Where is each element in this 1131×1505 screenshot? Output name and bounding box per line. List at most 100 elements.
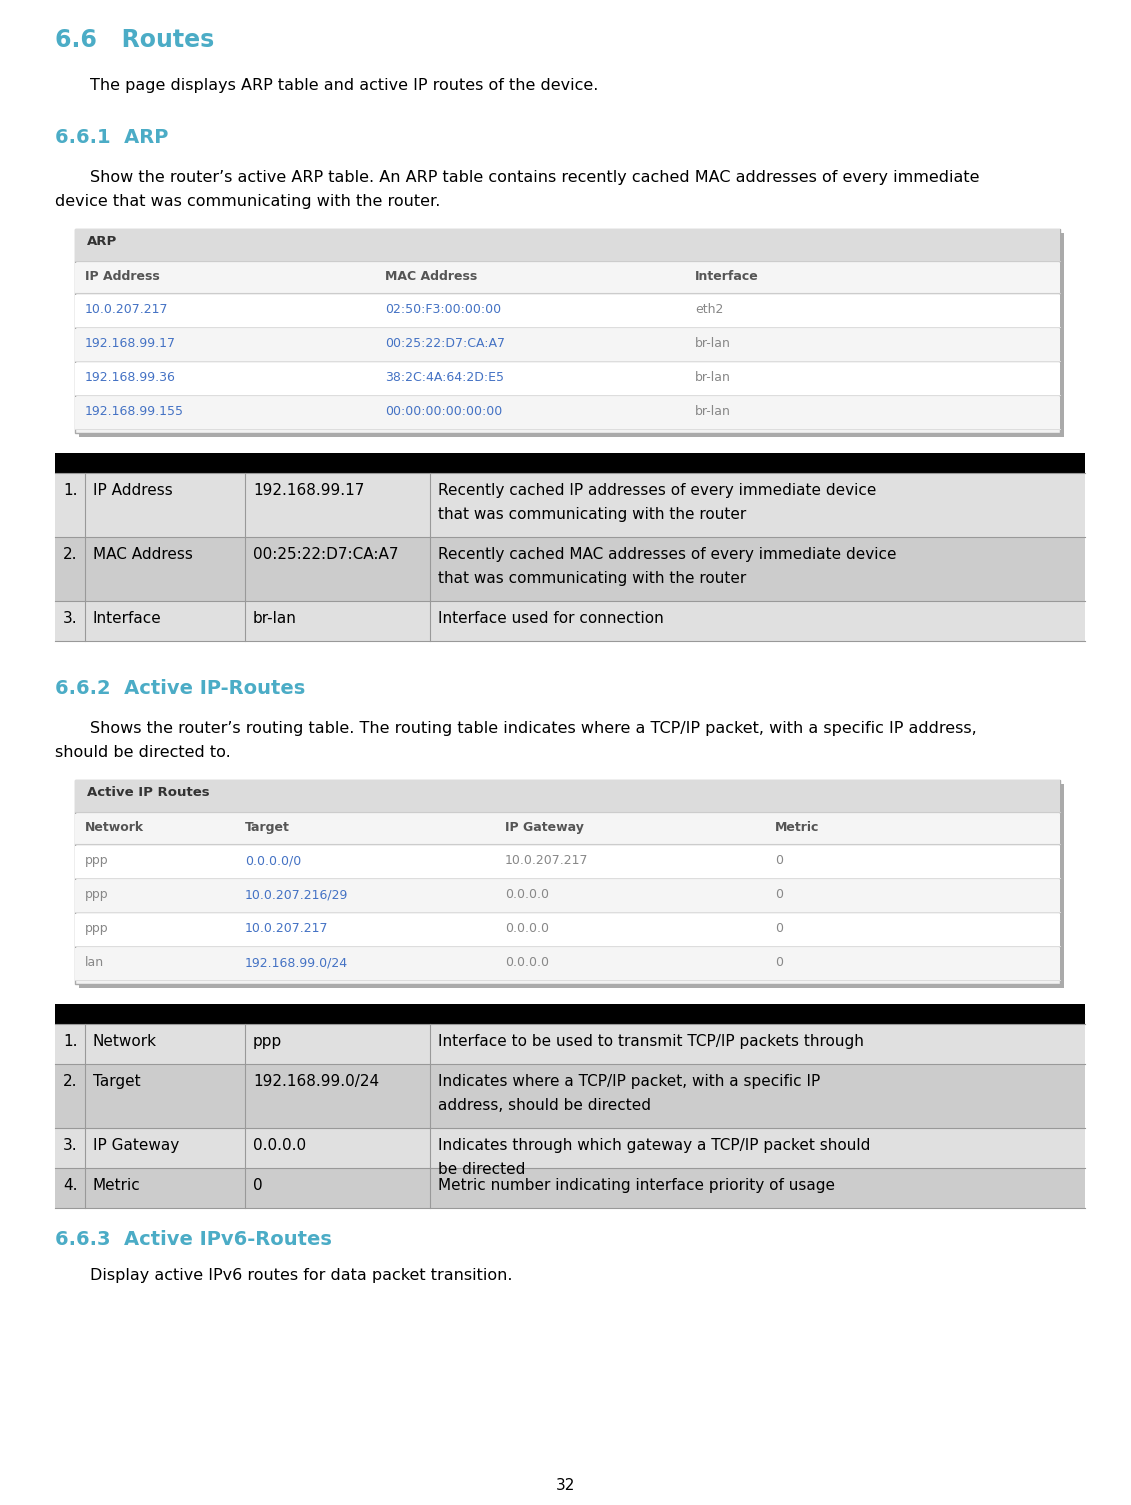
Text: 192.168.99.155: 192.168.99.155	[85, 405, 184, 418]
Text: Interface to be used to transmit TCP/IP packets through: Interface to be used to transmit TCP/IP …	[438, 1034, 864, 1049]
Text: that was communicating with the router: that was communicating with the router	[438, 507, 746, 522]
Text: Active IP Routes: Active IP Routes	[87, 786, 209, 799]
Bar	[55, 600, 1085, 641]
Text: Target: Target	[245, 822, 290, 834]
Text: Metric number indicating interface priority of usage: Metric number indicating interface prior…	[438, 1178, 835, 1193]
Text: MAC Address: MAC Address	[385, 269, 477, 283]
Bar	[55, 1064, 1085, 1129]
Text: 00:25:22:D7:CA:A7: 00:25:22:D7:CA:A7	[253, 546, 398, 561]
Bar	[75, 363, 1060, 394]
Text: device that was communicating with the router.: device that was communicating with the r…	[55, 194, 440, 209]
Text: Interface used for connection: Interface used for connection	[438, 611, 664, 626]
Text: 3.: 3.	[63, 1138, 78, 1153]
Text: that was communicating with the router: that was communicating with the router	[438, 570, 746, 585]
Bar	[55, 453, 1085, 473]
Text: 192.168.99.0/24: 192.168.99.0/24	[253, 1075, 379, 1090]
Text: br-lan: br-lan	[696, 372, 731, 384]
Text: 1.: 1.	[63, 483, 78, 498]
Text: 6.6.2  Active IP-Routes: 6.6.2 Active IP-Routes	[55, 679, 305, 698]
Bar	[75, 780, 1060, 984]
Text: 192.168.99.17: 192.168.99.17	[85, 337, 176, 351]
Text: lan: lan	[85, 956, 104, 969]
Text: 32: 32	[555, 1478, 576, 1493]
Bar	[55, 1023, 1085, 1064]
Text: br-lan: br-lan	[696, 337, 731, 351]
Text: ppp: ppp	[85, 923, 109, 935]
Text: 192.168.99.17: 192.168.99.17	[253, 483, 364, 498]
Text: 2.: 2.	[63, 546, 78, 561]
Text: ppp: ppp	[85, 888, 109, 901]
Text: Display active IPv6 routes for data packet transition.: Display active IPv6 routes for data pack…	[90, 1269, 512, 1282]
Text: 0: 0	[775, 956, 783, 969]
Text: address, should be directed: address, should be directed	[438, 1099, 651, 1114]
Bar	[75, 880, 1060, 912]
Text: 00:00:00:00:00:00: 00:00:00:00:00:00	[385, 405, 502, 418]
Text: 2.: 2.	[63, 1075, 78, 1090]
Text: Show the router’s active ARP table. An ARP table contains recently cached MAC ad: Show the router’s active ARP table. An A…	[90, 170, 979, 185]
Text: IP Address: IP Address	[93, 483, 173, 498]
Text: Metric: Metric	[93, 1178, 140, 1193]
Text: 10.0.207.216/29: 10.0.207.216/29	[245, 888, 348, 901]
Text: Network: Network	[85, 822, 144, 834]
Text: 6.6.3  Active IPv6-Routes: 6.6.3 Active IPv6-Routes	[55, 1230, 331, 1249]
Text: Recently cached MAC addresses of every immediate device: Recently cached MAC addresses of every i…	[438, 546, 897, 561]
Text: Metric: Metric	[775, 822, 819, 834]
Bar	[75, 780, 1060, 813]
Text: 0: 0	[775, 888, 783, 901]
Text: 1.: 1.	[63, 1034, 78, 1049]
Text: 4.: 4.	[63, 1178, 78, 1193]
Bar	[75, 263, 1060, 293]
Bar	[79, 784, 1064, 987]
Text: 10.0.207.217: 10.0.207.217	[85, 303, 169, 316]
Text: IP Address: IP Address	[85, 269, 159, 283]
Bar	[75, 914, 1060, 947]
Bar	[79, 233, 1064, 436]
Text: 0.0.0.0/0: 0.0.0.0/0	[245, 853, 301, 867]
Bar	[75, 330, 1060, 361]
Text: eth2: eth2	[696, 303, 724, 316]
Text: Target: Target	[93, 1075, 140, 1090]
Text: Interface: Interface	[696, 269, 759, 283]
Bar	[75, 846, 1060, 877]
Text: should be directed to.: should be directed to.	[55, 745, 231, 760]
Text: ARP: ARP	[87, 235, 118, 248]
Bar	[55, 537, 1085, 600]
Text: 192.168.99.36: 192.168.99.36	[85, 372, 176, 384]
Bar	[55, 1129, 1085, 1168]
Text: ppp: ppp	[85, 853, 109, 867]
Text: The page displays ARP table and active IP routes of the device.: The page displays ARP table and active I…	[90, 78, 598, 93]
Bar	[55, 1004, 1085, 1023]
Text: Indicates where a TCP/IP packet, with a specific IP: Indicates where a TCP/IP packet, with a …	[438, 1075, 820, 1090]
Text: 0.0.0.0: 0.0.0.0	[506, 956, 549, 969]
Text: 192.168.99.0/24: 192.168.99.0/24	[245, 956, 348, 969]
Text: Network: Network	[93, 1034, 157, 1049]
Bar	[75, 397, 1060, 429]
Text: 10.0.207.217: 10.0.207.217	[506, 853, 588, 867]
Text: 38:2C:4A:64:2D:E5: 38:2C:4A:64:2D:E5	[385, 372, 504, 384]
Text: 00:25:22:D7:CA:A7: 00:25:22:D7:CA:A7	[385, 337, 506, 351]
Text: 0: 0	[775, 923, 783, 935]
Text: 10.0.207.217: 10.0.207.217	[245, 923, 328, 935]
Bar	[75, 948, 1060, 980]
Bar	[55, 473, 1085, 537]
Text: Indicates through which gateway a TCP/IP packet should: Indicates through which gateway a TCP/IP…	[438, 1138, 871, 1153]
Bar	[75, 295, 1060, 327]
Text: 02:50:F3:00:00:00: 02:50:F3:00:00:00	[385, 303, 501, 316]
Bar	[75, 229, 1060, 433]
Text: Interface: Interface	[93, 611, 162, 626]
Text: 3.: 3.	[63, 611, 78, 626]
Text: 6.6   Routes: 6.6 Routes	[55, 29, 214, 53]
Text: 0.0.0.0: 0.0.0.0	[506, 923, 549, 935]
Text: IP Gateway: IP Gateway	[506, 822, 584, 834]
Text: MAC Address: MAC Address	[93, 546, 193, 561]
Text: Shows the router’s routing table. The routing table indicates where a TCP/IP pac: Shows the router’s routing table. The ro…	[90, 721, 977, 736]
Text: br-lan: br-lan	[696, 405, 731, 418]
Bar	[75, 229, 1060, 260]
Bar	[75, 814, 1060, 844]
Text: 0.0.0.0: 0.0.0.0	[253, 1138, 307, 1153]
Text: br-lan: br-lan	[253, 611, 296, 626]
Text: Recently cached IP addresses of every immediate device: Recently cached IP addresses of every im…	[438, 483, 877, 498]
Text: 0: 0	[253, 1178, 262, 1193]
Text: IP Gateway: IP Gateway	[93, 1138, 179, 1153]
Text: ppp: ppp	[253, 1034, 283, 1049]
